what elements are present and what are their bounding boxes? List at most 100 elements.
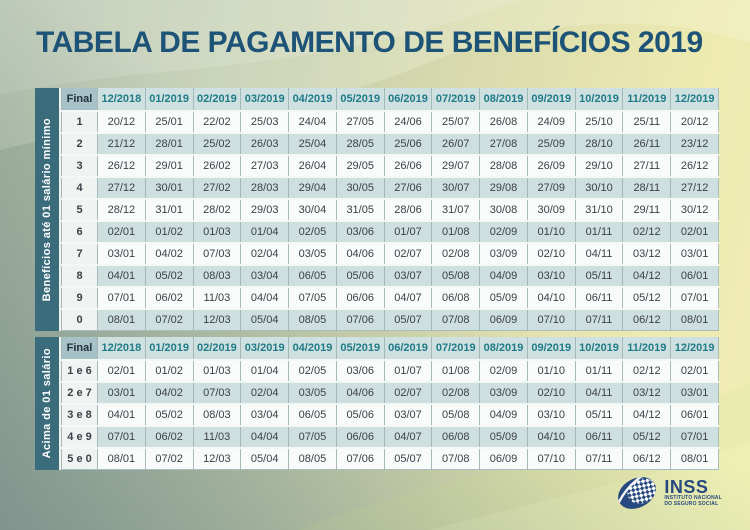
month-header: 12/2019 xyxy=(670,337,719,360)
payment-date-cell: 03/04 xyxy=(240,403,289,426)
final-digit-cell: 3 xyxy=(61,154,98,177)
table-row: 6 02/01 01/02 01/03 01/04 02/05 03/06 01/07 01/0… xyxy=(61,220,719,243)
benefits-table-minimum-wage: Benefícios até 01 salário mínimo Final 1… xyxy=(35,88,719,331)
payment-date-cell: 05/04 xyxy=(240,308,289,331)
month-header: 05/2019 xyxy=(335,88,385,111)
payment-date-cell: 25/07 xyxy=(431,110,480,133)
payment-date-cell: 06/09 xyxy=(479,447,528,470)
payment-date-cell: 08/01 xyxy=(670,447,719,470)
payment-date-cell: 02/12 xyxy=(622,220,671,243)
payment-date-cell: 07/05 xyxy=(288,286,337,309)
payment-date-cell: 07/02 xyxy=(144,308,194,331)
payment-date-cell: 04/07 xyxy=(383,425,432,448)
payment-date-cell: 05/11 xyxy=(574,403,623,426)
payment-date-cell: 01/04 xyxy=(240,359,289,382)
payment-date-cell: 02/07 xyxy=(383,242,432,265)
final-header-cell: Final xyxy=(61,88,98,111)
payment-date-cell: 01/03 xyxy=(192,359,241,382)
payment-date-cell: 29/04 xyxy=(288,176,337,199)
payment-date-cell: 06/06 xyxy=(335,425,385,448)
final-digit-cell: 5 e 0 xyxy=(61,447,98,470)
benefits-table-above-minimum: Acima de 01 salário Final 12/2018 01/2019… xyxy=(35,337,719,470)
payment-date-cell: 02/08 xyxy=(431,242,480,265)
payment-date-cell: 06/02 xyxy=(144,425,194,448)
payment-date-cell: 02/08 xyxy=(431,381,480,404)
payment-date-cell: 31/05 xyxy=(335,198,385,221)
payment-date-cell: 02/05 xyxy=(288,220,337,243)
payment-date-cell: 11/03 xyxy=(192,286,241,309)
payment-date-cell: 20/12 xyxy=(97,110,146,133)
payment-date-cell: 05/06 xyxy=(335,264,385,287)
table-row: 5 28/12 31/01 28/02 29/03 30/04 31/05 28/06 31/0… xyxy=(61,198,719,221)
payment-date-cell: 05/06 xyxy=(335,403,385,426)
payment-date-cell: 26/08 xyxy=(479,110,528,133)
month-header: 06/2019 xyxy=(383,88,432,111)
payment-date-cell: 30/10 xyxy=(574,176,623,199)
table-row: 2 21/12 28/01 25/02 26/03 25/04 28/05 25/06 26/0… xyxy=(61,132,719,155)
payment-date-cell: 06/06 xyxy=(335,286,385,309)
payment-date-cell: 04/12 xyxy=(622,264,671,287)
payment-date-cell: 07/02 xyxy=(144,447,194,470)
final-digit-cell: 0 xyxy=(61,308,98,331)
payment-date-cell: 27/11 xyxy=(622,154,671,177)
payment-date-cell: 27/12 xyxy=(97,176,146,199)
payment-date-cell: 03/10 xyxy=(526,403,576,426)
payment-date-cell: 01/08 xyxy=(431,359,480,382)
payment-date-cell: 08/05 xyxy=(288,308,337,331)
payment-date-cell: 04/09 xyxy=(479,403,528,426)
payment-date-cell: 27/09 xyxy=(526,176,576,199)
payment-date-cell: 25/11 xyxy=(622,110,671,133)
payment-date-cell: 03/12 xyxy=(622,242,671,265)
payment-date-cell: 28/01 xyxy=(144,132,194,155)
payment-date-cell: 04/06 xyxy=(335,242,385,265)
payment-date-cell: 07/10 xyxy=(526,308,576,331)
payment-date-cell: 06/02 xyxy=(144,286,194,309)
payment-date-cell: 01/02 xyxy=(144,359,194,382)
month-header: 06/2019 xyxy=(383,337,432,360)
payment-date-cell: 01/07 xyxy=(383,359,432,382)
payment-date-cell: 04/01 xyxy=(97,264,146,287)
payment-date-cell: 01/04 xyxy=(240,220,289,243)
month-header: 04/2019 xyxy=(288,337,337,360)
payment-date-cell: 22/02 xyxy=(192,110,241,133)
payment-date-cell: 25/09 xyxy=(526,132,576,155)
payment-date-cell: 26/09 xyxy=(526,154,576,177)
payment-date-cell: 31/10 xyxy=(574,198,623,221)
payment-date-cell: 24/04 xyxy=(288,110,337,133)
payment-date-cell: 04/07 xyxy=(383,286,432,309)
payment-date-cell: 28/12 xyxy=(97,198,146,221)
payment-date-cell: 01/10 xyxy=(526,359,576,382)
payment-date-cell: 27/12 xyxy=(670,176,719,199)
payment-date-cell: 30/07 xyxy=(431,176,480,199)
month-header: 09/2019 xyxy=(526,337,576,360)
payment-date-cell: 02/12 xyxy=(622,359,671,382)
payment-date-cell: 07/03 xyxy=(192,242,241,265)
payment-date-cell: 04/06 xyxy=(335,381,385,404)
payment-date-cell: 04/04 xyxy=(240,425,289,448)
payment-date-cell: 29/11 xyxy=(622,198,671,221)
month-header: 03/2019 xyxy=(240,337,289,360)
payment-date-cell: 03/10 xyxy=(526,264,576,287)
payment-date-cell: 24/09 xyxy=(526,110,576,133)
final-digit-cell: 7 xyxy=(61,242,98,265)
payment-date-cell: 05/09 xyxy=(479,286,528,309)
payment-date-cell: 01/11 xyxy=(574,220,623,243)
payment-date-cell: 01/11 xyxy=(574,359,623,382)
month-header: 09/2019 xyxy=(526,88,576,111)
table-row: 1 20/12 25/01 22/02 25/03 24/04 27/05 24/06 25/0… xyxy=(61,110,719,133)
payment-date-cell: 05/12 xyxy=(622,286,671,309)
payment-date-cell: 25/03 xyxy=(240,110,289,133)
payment-date-cell: 29/08 xyxy=(479,176,528,199)
payment-date-cell: 04/10 xyxy=(526,286,576,309)
payment-date-cell: 08/05 xyxy=(288,447,337,470)
payment-date-cell: 02/10 xyxy=(526,242,576,265)
payment-date-cell: 25/02 xyxy=(192,132,241,155)
payment-date-cell: 02/04 xyxy=(240,381,289,404)
payment-date-cell: 12/03 xyxy=(192,308,241,331)
side-band-above-minimum: Acima de 01 salário xyxy=(35,337,61,470)
payment-date-cell: 06/01 xyxy=(670,403,719,426)
payment-date-cell: 02/10 xyxy=(526,381,576,404)
payment-date-cell: 07/10 xyxy=(526,447,576,470)
payment-date-cell: 03/01 xyxy=(97,381,146,404)
